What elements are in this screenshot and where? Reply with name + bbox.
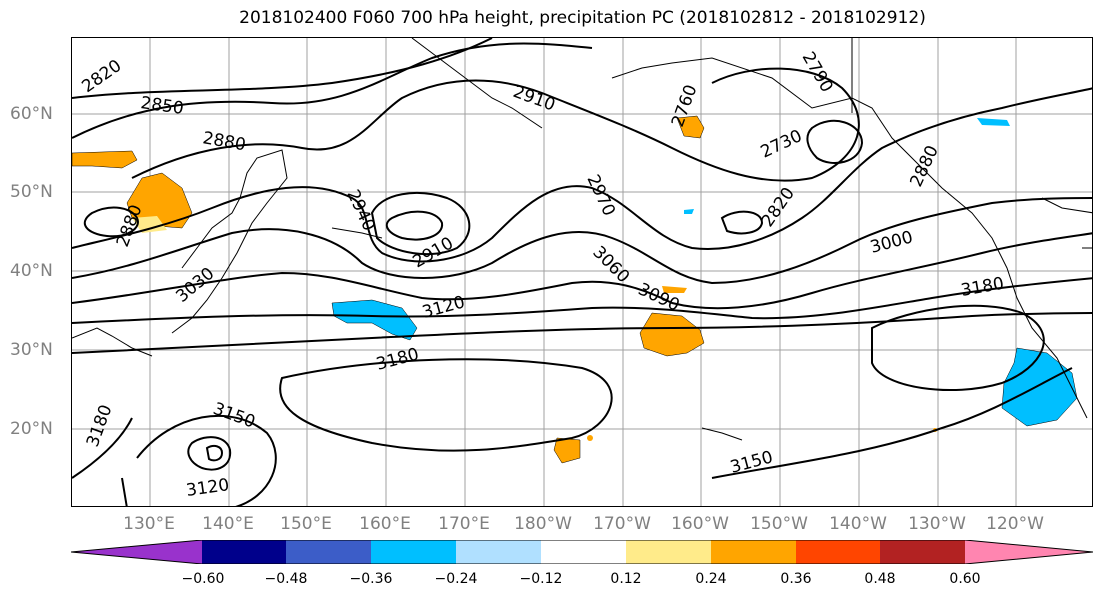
contour-label: 3180 [959,274,1005,301]
lon-label-170w: 170°W [593,514,651,534]
lon-label-150w: 150°W [750,514,808,534]
contour-label: 2790 [798,49,837,96]
contour-label: 3090 [635,279,683,315]
lat-label-50n: 50°N [10,182,53,202]
colorbar-bin [541,540,626,564]
colorbar-tick: −0.48 [264,571,308,587]
contour-label: 3030 [172,264,218,307]
lon-label-160w: 160°W [671,514,729,534]
lon-label-130w: 130°W [908,514,966,534]
colorbar [71,540,1093,564]
colorbar-bin [880,540,965,564]
contour-label: 2730 [758,126,806,162]
lon-label-180w: 180°W [514,514,572,534]
contour-label: 3180 [83,402,117,449]
colorbar-bin [711,540,796,564]
map-canvas: 2820 2850 2880 2910 2760 2790 2730 2820 … [72,38,1092,506]
height-contours [72,38,1092,506]
contour-label: 2910 [510,82,557,116]
contour-label: 2820 [78,56,125,97]
colorbar-bin [456,540,541,564]
contour-label: 3150 [728,447,775,478]
lon-label-120w: 120°W [986,514,1044,534]
lon-label-130e: 130°E [123,514,175,534]
contour-label: 3120 [420,292,467,323]
colorbar-tick: −0.36 [349,571,393,587]
map-title: 2018102400 F060 700 hPa height, precipit… [239,8,926,28]
contour-label: 3120 [185,475,231,501]
lon-label-170e: 170°E [438,514,490,534]
colorbar-tick: −0.24 [434,571,478,587]
lat-label-20n: 20°N [10,419,53,439]
colorbar-bin [286,540,371,564]
lat-label-30n: 30°N [10,340,53,360]
colorbar-tick: 0.36 [780,571,812,587]
colorbar-tick: 0.48 [864,571,896,587]
lon-label-140w: 140°W [829,514,887,534]
lat-label-40n: 40°N [10,261,53,281]
colorbar-extend-min [71,540,202,564]
contour-label: 2970 [582,172,618,220]
colorbar-tick: −0.12 [519,571,563,587]
colorbar-tick: 0.60 [949,571,981,587]
contour-label: 3150 [210,399,257,433]
lat-label-60n: 60°N [10,104,53,124]
map-panel: 2820 2850 2880 2910 2760 2790 2730 2820 … [71,37,1093,507]
contour-label: 2850 [139,93,185,119]
contour-labels: 2820 2850 2880 2910 2760 2790 2730 2820 … [78,49,1005,501]
colorbar-tick: 0.12 [610,571,642,587]
colorbar-tick: 0.24 [695,571,727,587]
colorbar-bin [626,540,711,564]
coastlines [72,38,1092,441]
contour-label: 3180 [374,344,421,375]
lon-label-150e: 150°E [280,514,332,534]
colorbar-tick: −0.60 [181,571,225,587]
lon-label-160e: 160°E [359,514,411,534]
colorbar-bin [371,540,456,564]
contour-label: 3060 [588,242,633,287]
colorbar-extend-max [965,540,1093,564]
precip-shading [72,115,1078,464]
colorbar-bin [796,540,880,564]
colorbar-bin [202,540,286,564]
lon-label-140e: 140°E [202,514,254,534]
